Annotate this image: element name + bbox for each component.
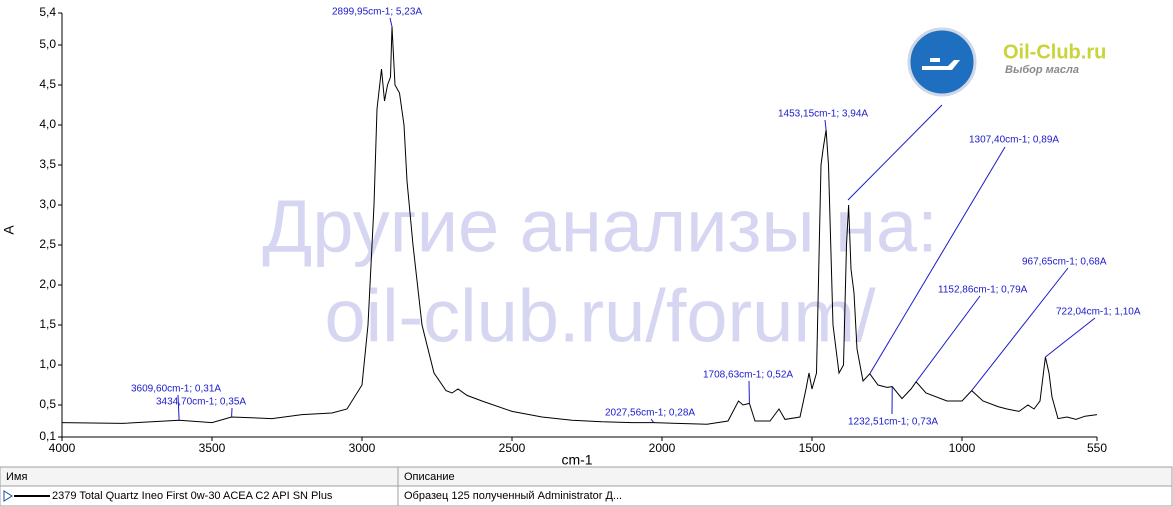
annotation-label: 967,65cm-1; 0,68A bbox=[1022, 257, 1107, 268]
x-tick-label: 2000 bbox=[649, 441, 676, 455]
annotation-label: 3434,70cm-1; 0,35A bbox=[156, 397, 246, 408]
annotation-leader bbox=[389, 17, 393, 27]
y-axis-label: A bbox=[1, 225, 17, 235]
annotation-leader bbox=[869, 146, 1006, 375]
annotation-label: 722,04cm-1; 1,10A bbox=[1056, 307, 1141, 318]
watermark: oil-club.ru/forum/ bbox=[324, 275, 876, 358]
annotation-label: 1307,40cm-1; 0,89A bbox=[969, 135, 1059, 146]
y-tick-label: 5,0 bbox=[39, 37, 56, 51]
annotation-leader bbox=[824, 119, 827, 130]
spectrum-line bbox=[61, 26, 1098, 425]
x-tick-label: 2500 bbox=[499, 441, 526, 455]
annotation-leader bbox=[971, 267, 1069, 391]
annotation-leader bbox=[177, 394, 180, 421]
logo-icon bbox=[907, 27, 977, 97]
oil-can bbox=[922, 58, 960, 70]
x-tick-label: 1000 bbox=[949, 441, 976, 455]
y-tick-label: 3,0 bbox=[39, 197, 56, 211]
row-indicator bbox=[3, 490, 13, 502]
watermark: Другие анализы на: bbox=[262, 185, 937, 268]
logo-title: Oil-Club.ru bbox=[1003, 41, 1106, 63]
annotation-leader bbox=[915, 295, 981, 383]
y-tick-label: 2,5 bbox=[39, 237, 56, 251]
y-tick-label: 1,0 bbox=[39, 357, 56, 371]
x-tick-label: 550 bbox=[1087, 441, 1107, 455]
x-tick-label: 3500 bbox=[199, 441, 226, 455]
y-tick-label: 4,5 bbox=[39, 77, 56, 91]
annotation-label: 1232,51cm-1; 0,73A bbox=[848, 417, 938, 428]
y-tick-label: 0,1 bbox=[39, 429, 56, 443]
annotation-label: 1708,63cm-1; 0,52A bbox=[703, 370, 793, 381]
annotation-label: 2899,95cm-1; 5,23A bbox=[332, 7, 422, 18]
x-axis-label: cm-1 bbox=[561, 452, 592, 468]
x-tick-label: 4000 bbox=[49, 441, 76, 455]
table-header bbox=[0, 466, 1173, 487]
y-tick-label: 1,5 bbox=[39, 317, 56, 331]
y-tick-label: 5,4 bbox=[39, 5, 56, 19]
annotation-label: 1453,15cm-1; 3,94A bbox=[778, 109, 868, 120]
annotation-leader bbox=[1045, 317, 1096, 358]
logo: Oil-Club.ru Выбор масла bbox=[907, 27, 1106, 97]
column-header: Описание bbox=[404, 471, 455, 483]
logo-pointer bbox=[847, 104, 943, 201]
annotation-label: 1152,86cm-1; 0,79A bbox=[938, 285, 1028, 296]
x-tick-label: 3000 bbox=[349, 441, 376, 455]
table: Имя Описание 2379 Total Quartz Ineo Firs… bbox=[0, 466, 1173, 507]
y-tick-label: 2,0 bbox=[39, 277, 56, 291]
x-tick-label: 1500 bbox=[799, 441, 826, 455]
y-tick-label: 0,5 bbox=[39, 397, 56, 411]
series-name[interactable]: 2379 Total Quartz Ineo First 0w-30 ACEA … bbox=[52, 490, 333, 502]
description: Образец 125 полученный Administrator Д..… bbox=[404, 490, 622, 502]
column-header: Имя bbox=[6, 471, 27, 483]
annotation-label: 2027,56cm-1; 0,28A bbox=[605, 408, 695, 419]
y-tick-label: 3,5 bbox=[39, 157, 56, 171]
y-tick-label: 4,0 bbox=[39, 117, 56, 131]
annotation-label: 3609,60cm-1; 0,31A bbox=[131, 384, 221, 395]
logo-subtitle: Выбор масла bbox=[1005, 64, 1079, 76]
annotation-leader bbox=[650, 418, 655, 423]
